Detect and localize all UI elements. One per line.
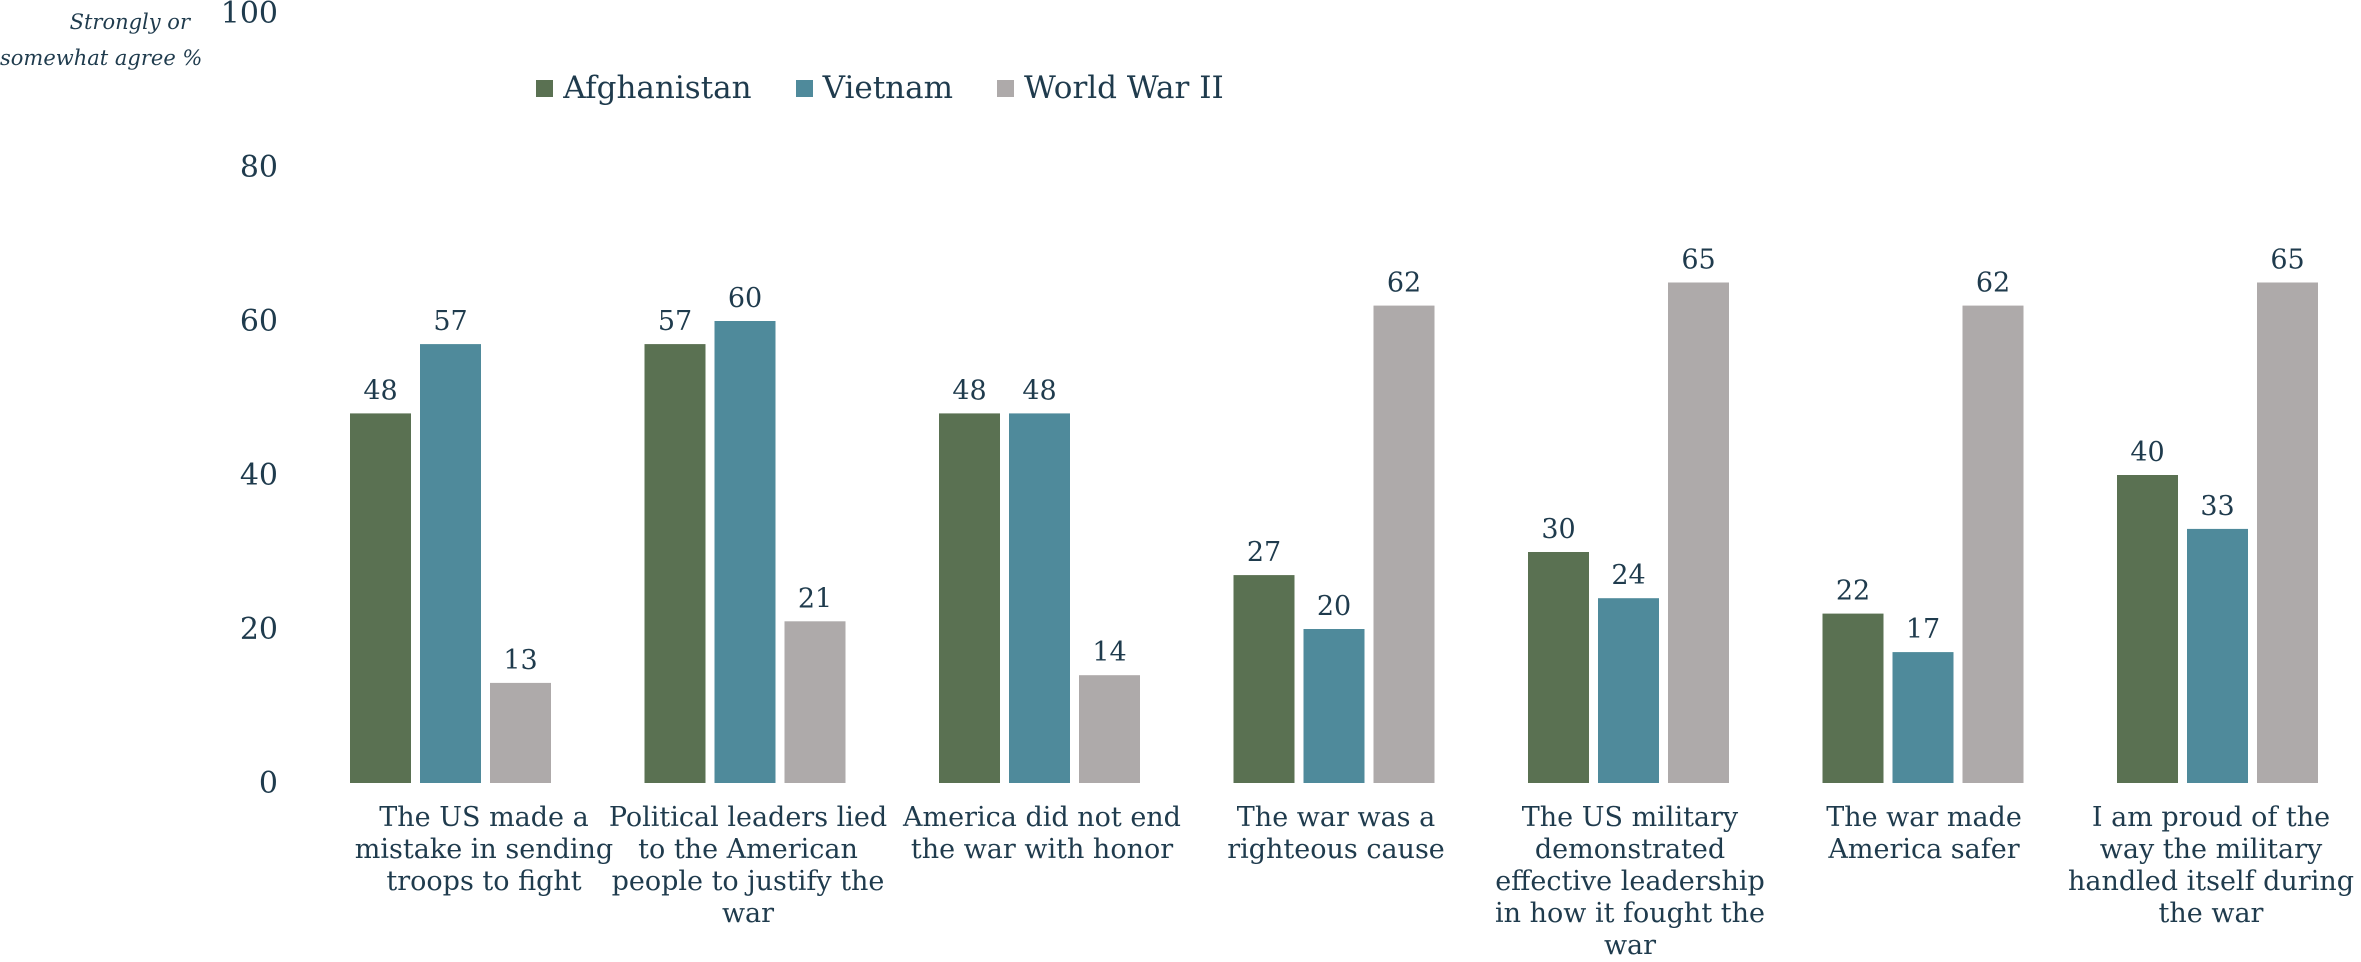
value-label-afghanistan-6: 22 (1836, 576, 1870, 607)
legend-label-vietnam: Vietnam (822, 70, 954, 106)
y-axis-title-line-2: somewhat agree % (0, 46, 203, 70)
bar-world-war-ii-6 (1962, 305, 2024, 783)
value-label-afghanistan-7: 40 (2130, 437, 2164, 468)
legend: Afghanistan Vietnam World War II (0, 70, 1760, 106)
y-tick-label-80: 80 (240, 150, 278, 185)
bar-afghanistan-5 (1528, 552, 1589, 783)
bar-afghanistan-4 (1233, 575, 1295, 783)
value-label-vietnam-4: 20 (1317, 591, 1351, 622)
legend-item-world-war-ii: World War II (997, 70, 1224, 106)
category-label-america-safer: The war made America safer (1826, 802, 2022, 865)
y-tick-label-40: 40 (240, 458, 278, 493)
value-label-vietnam-3: 48 (1022, 375, 1056, 406)
value-label-afghanistan-5: 30 (1541, 514, 1575, 545)
bar-world-war-ii-7 (2257, 282, 2318, 783)
value-label-afghanistan-1: 48 (363, 375, 397, 406)
y-tick-label-60: 60 (240, 304, 278, 339)
bar-afghanistan-2 (644, 344, 706, 783)
y-tick-label-0: 0 (259, 766, 278, 801)
value-label-afghanistan-4: 27 (1247, 537, 1281, 568)
bar-world-war-ii-4 (1373, 305, 1435, 783)
legend-swatch-vietnam (795, 79, 813, 97)
category-label-leaders-lied: Political leaders lied to the American p… (608, 802, 888, 929)
category-label-righteous-cause: The war was a righteous cause (1227, 802, 1445, 865)
value-label-afghanistan-2: 57 (658, 306, 692, 337)
value-label-vietnam-2: 60 (728, 283, 762, 314)
legend-label-world-war-ii: World War II (1024, 70, 1224, 106)
y-tick-label-20: 20 (240, 612, 278, 647)
bar-vietnam-5 (1598, 598, 1659, 783)
value-label-world-war-ii-4: 62 (1387, 268, 1421, 299)
bar-world-war-ii-2 (784, 621, 846, 783)
value-label-vietnam-5: 24 (1611, 560, 1645, 591)
legend-label-afghanistan: Afghanistan (563, 70, 752, 106)
category-label-mistake: The US made a mistake in sending troops … (354, 802, 614, 897)
legend-swatch-world-war-ii (997, 79, 1015, 97)
legend-item-afghanistan: Afghanistan (536, 70, 752, 106)
bar-chart: 0 20 40 60 80 100 48 57 13 57 60 21 48 48 14 27 20 62 30 24… (221, 0, 2318, 801)
bar-afghanistan-6 (1822, 613, 1884, 783)
bar-vietnam-2 (714, 321, 776, 783)
value-label-world-war-ii-7: 65 (2270, 245, 2304, 276)
bar-world-war-ii-3 (1079, 675, 1140, 783)
value-label-vietnam-7: 33 (2200, 491, 2234, 522)
value-label-world-war-ii-6: 62 (1976, 268, 2010, 299)
y-axis-title-line-1: Strongly or (69, 10, 190, 34)
bar-afghanistan-1 (350, 413, 411, 783)
value-label-world-war-ii-2: 21 (798, 583, 832, 614)
bar-world-war-ii-5 (1668, 282, 1729, 783)
y-tick-label-100: 100 (221, 0, 278, 31)
bar-afghanistan-3 (939, 413, 1000, 783)
value-label-world-war-ii-1: 13 (503, 645, 537, 676)
bar-afghanistan-7 (2117, 475, 2178, 783)
value-label-afghanistan-3: 48 (952, 375, 986, 406)
legend-item-vietnam: Vietnam (795, 70, 954, 106)
legend-swatch-afghanistan (536, 79, 554, 97)
category-label-end-with-honor: America did not end the war with honor (903, 802, 1181, 865)
category-label-effective-leadership: The US military demonstrated effective l… (1495, 802, 1765, 961)
category-label-proud-of-military: I am proud of the way the military handl… (2067, 802, 2355, 929)
value-label-world-war-ii-3: 14 (1092, 637, 1126, 668)
bar-vietnam-4 (1303, 629, 1365, 783)
bar-vietnam-7 (2187, 528, 2248, 783)
bar-vietnam-1 (420, 344, 481, 783)
bar-vietnam-3 (1009, 413, 1070, 783)
value-label-world-war-ii-5: 65 (1681, 245, 1715, 276)
bar-vietnam-6 (1892, 652, 1954, 783)
bar-world-war-ii-1 (490, 682, 551, 783)
value-label-vietnam-1: 57 (433, 306, 467, 337)
value-label-vietnam-6: 17 (1906, 614, 1940, 645)
